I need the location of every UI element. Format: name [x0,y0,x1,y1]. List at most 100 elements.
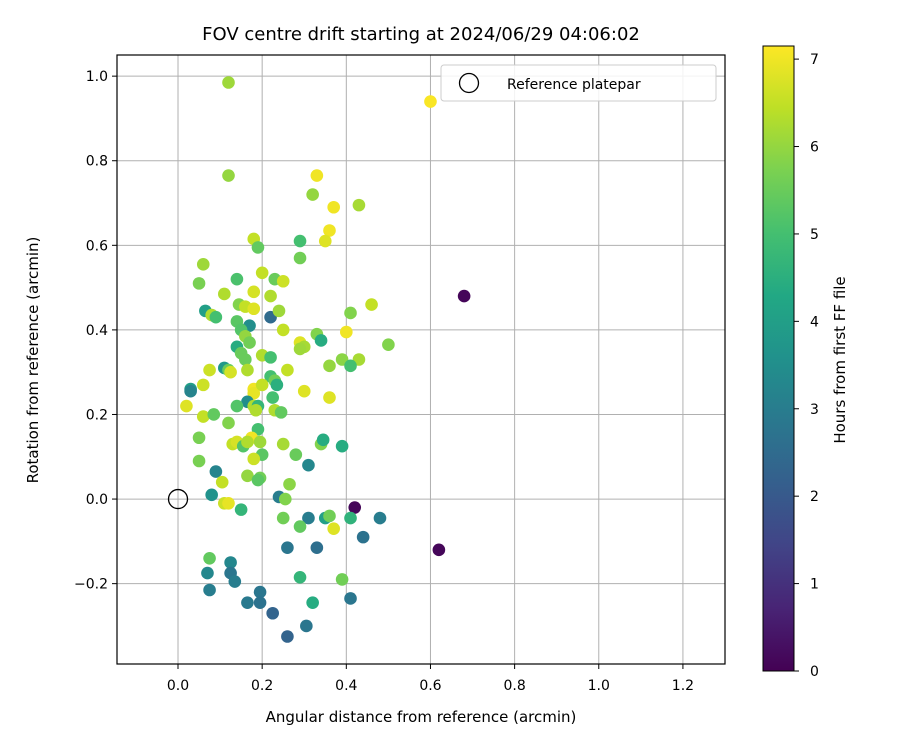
data-point [302,458,315,472]
y-tick-label: 0.2 [86,407,108,423]
data-point [217,287,231,301]
y-tick-label: 0.4 [86,323,108,339]
data-point [318,234,332,248]
data-point [335,573,349,586]
colorbar-ticks: 0 1 2 3 4 5 6 7 [794,52,819,680]
data-point [205,488,218,502]
data-point [266,391,279,404]
y-tick-label: 0.6 [86,238,108,254]
data-point [230,272,244,286]
data-point [302,511,315,525]
data-point [289,448,303,461]
x-ticks: 0.0 0.2 0.4 0.6 0.8 1.0 1.2 [167,664,694,694]
data-point [432,543,446,557]
data-point [293,571,307,584]
data-point [224,365,237,379]
data-point [276,274,290,288]
data-point [241,596,254,609]
data-point [356,530,370,544]
data-point [180,399,193,413]
data-point [203,551,216,565]
colorbar-label: Hours from first FF file [831,276,849,443]
data-point [222,416,235,430]
data-point [196,258,210,271]
data-point [196,410,210,423]
data-point [207,408,221,421]
data-point [209,465,223,478]
data-point [293,342,307,356]
data-point [283,477,296,491]
data-point [457,289,471,303]
data-point [352,198,366,212]
data-point [373,511,387,525]
data-point [196,378,210,392]
colorbar-tick-label: 2 [810,489,819,505]
y-axis-label: Rotation from reference (arcmin) [24,237,42,484]
data-point [382,338,395,351]
data-point [247,285,261,299]
legend: Reference platepar [440,64,717,102]
data-point [348,501,362,514]
legend-box [440,64,717,102]
data-point [192,454,206,468]
data-point [230,399,244,413]
data-point [293,234,307,248]
data-point [310,541,324,554]
data-point [222,496,235,510]
y-ticks: −0.2 0.0 0.2 0.4 0.6 0.8 1.0 [74,69,117,593]
data-point [276,323,290,337]
data-point [344,592,357,605]
colorbar-tick-label: 7 [810,52,819,68]
data-point [247,302,261,316]
data-point [243,336,256,349]
y-tick-label: 1.0 [86,69,108,85]
data-point [274,406,288,419]
colorbar-tick-label: 0 [810,664,819,680]
x-tick-label: 0.6 [419,678,441,694]
data-point [253,585,267,599]
data-point [276,511,290,525]
data-point [264,351,277,364]
data-point [306,188,319,201]
y-tick-label: 0.8 [86,154,108,170]
x-tick-label: 0.4 [335,678,357,694]
data-point [203,583,216,597]
data-point [239,353,252,366]
colorbar-tick-label: 5 [810,227,819,243]
data-point [184,384,197,398]
data-point [270,378,284,392]
data-point [310,169,324,182]
data-point [293,251,307,265]
data-point [344,359,357,373]
data-point [228,575,242,588]
y-tick-label: 0.0 [86,492,108,508]
data-point [192,277,206,290]
data-point [241,363,254,377]
colorbar-tick-label: 3 [810,402,819,418]
y-tick-label: −0.2 [74,577,108,593]
data-point [316,433,330,447]
data-point [424,95,437,108]
data-point [241,435,254,449]
x-tick-label: 0.8 [503,678,525,694]
legend-label: Reference platepar [507,77,641,93]
data-point [293,520,307,533]
colorbar-tick-label: 6 [810,140,819,156]
data-point [234,503,248,516]
data-point [279,492,292,506]
data-point [255,378,269,392]
data-point [335,439,349,453]
colorbar-tick-label: 1 [810,577,819,593]
data-point [323,509,336,523]
data-point [344,511,357,525]
x-tick-label: 1.2 [672,678,694,694]
data-point [276,437,290,451]
data-point [209,310,223,324]
data-point [297,384,311,398]
data-point [327,200,340,214]
data-point [266,606,279,620]
data-point [201,566,214,580]
data-points [180,76,471,643]
data-point [327,522,340,535]
